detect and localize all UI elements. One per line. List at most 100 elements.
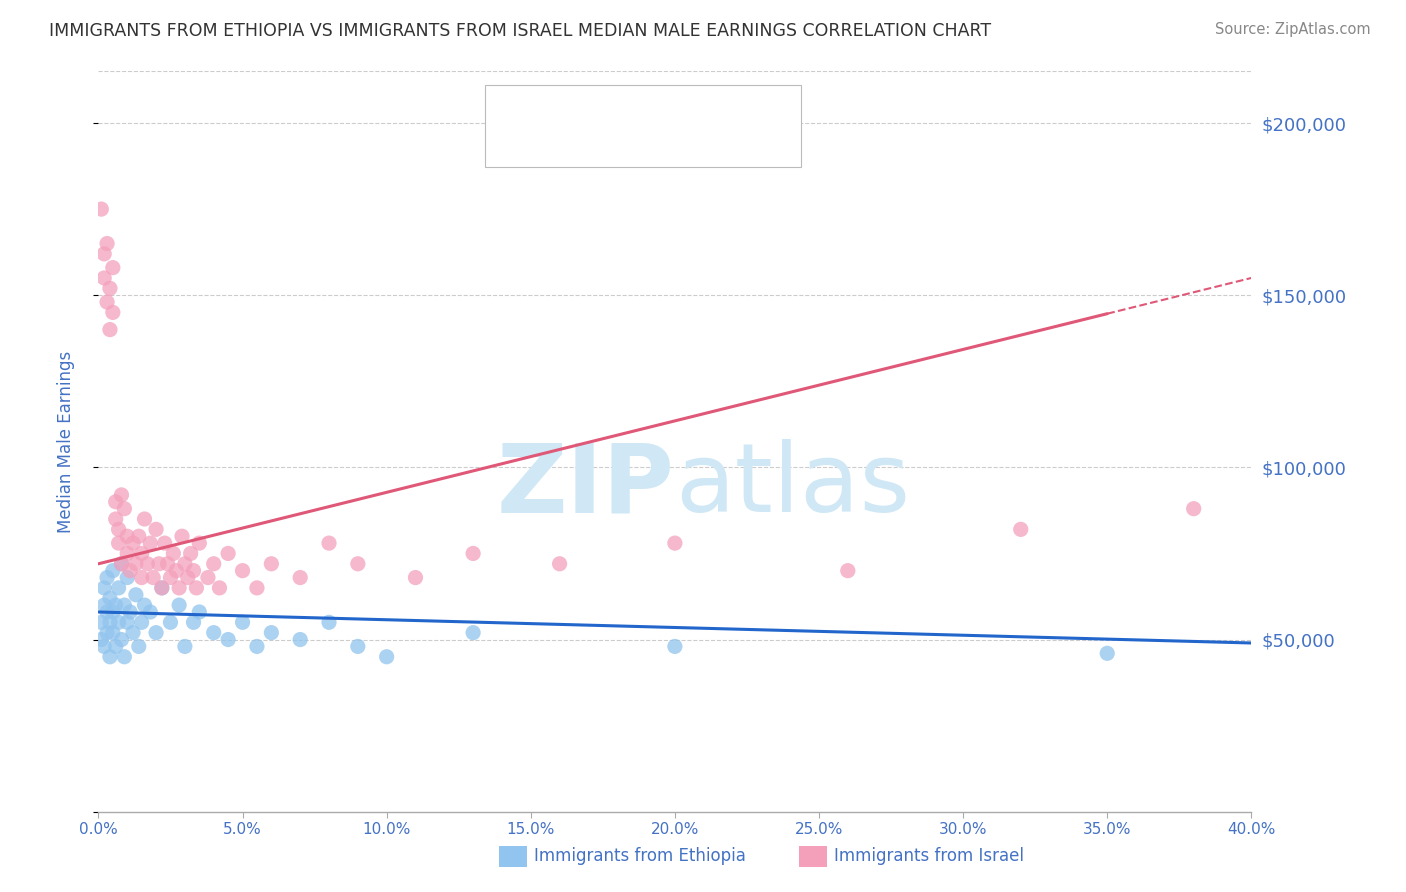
Point	[98, 323, 121, 337]
Point	[290, 632, 312, 647]
Point	[112, 598, 135, 612]
Point	[110, 557, 132, 571]
Point	[153, 536, 176, 550]
Text: 50: 50	[721, 91, 747, 109]
Point	[208, 581, 231, 595]
Point	[246, 640, 269, 654]
Point	[131, 546, 153, 560]
Point	[260, 625, 283, 640]
Point	[202, 625, 225, 640]
Point	[134, 598, 156, 612]
Point	[136, 557, 159, 571]
Text: IMMIGRANTS FROM ETHIOPIA VS IMMIGRANTS FROM ISRAEL MEDIAN MALE EARNINGS CORRELAT: IMMIGRANTS FROM ETHIOPIA VS IMMIGRANTS F…	[49, 22, 991, 40]
Point	[162, 546, 184, 560]
Point	[110, 557, 132, 571]
Text: Source: ZipAtlas.com: Source: ZipAtlas.com	[1215, 22, 1371, 37]
Point	[96, 236, 118, 251]
Point	[98, 615, 121, 630]
Point	[122, 625, 145, 640]
Point	[101, 260, 124, 275]
Point	[1010, 522, 1032, 536]
Point	[104, 512, 127, 526]
Point	[125, 557, 148, 571]
Point	[318, 615, 340, 630]
Point	[177, 570, 200, 584]
Text: Immigrants from Ethiopia: Immigrants from Ethiopia	[534, 847, 747, 865]
Point	[107, 615, 129, 630]
Point	[96, 570, 118, 584]
Point	[202, 557, 225, 571]
Text: 61: 61	[721, 125, 747, 143]
Point	[101, 625, 124, 640]
Point	[186, 581, 208, 595]
Point	[150, 581, 173, 595]
Y-axis label: Median Male Earnings: Median Male Earnings	[56, 351, 75, 533]
Point	[96, 605, 118, 619]
Point	[461, 546, 484, 560]
Point	[101, 605, 124, 619]
Point	[98, 281, 121, 295]
Point	[231, 564, 254, 578]
Point	[122, 536, 145, 550]
Point	[231, 615, 254, 630]
Point	[120, 564, 142, 578]
Point	[117, 570, 139, 584]
Point	[180, 546, 202, 560]
Point	[117, 529, 139, 543]
Point	[145, 522, 167, 536]
Point	[142, 570, 165, 584]
Text: atlas: atlas	[675, 440, 910, 533]
Point	[107, 522, 129, 536]
Point	[170, 529, 193, 543]
Point	[174, 640, 197, 654]
Point	[93, 598, 115, 612]
Point	[104, 598, 127, 612]
Point	[134, 512, 156, 526]
Point	[217, 632, 239, 647]
Point	[131, 570, 153, 584]
Point	[90, 202, 112, 216]
Point	[110, 488, 132, 502]
Point	[159, 570, 181, 584]
Point	[837, 564, 859, 578]
Point	[405, 570, 427, 584]
Point	[90, 615, 112, 630]
Point	[128, 640, 150, 654]
Point	[188, 536, 211, 550]
Point	[318, 536, 340, 550]
Point	[96, 295, 118, 310]
Text: Immigrants from Israel: Immigrants from Israel	[834, 847, 1024, 865]
Point	[96, 625, 118, 640]
Point	[98, 591, 121, 606]
Point	[104, 495, 127, 509]
Point	[93, 271, 115, 285]
Point	[156, 557, 179, 571]
Point	[197, 570, 219, 584]
Point	[183, 615, 205, 630]
Point	[461, 625, 484, 640]
Point	[112, 501, 135, 516]
Point	[375, 649, 398, 664]
Text: -0.105: -0.105	[583, 91, 648, 109]
Point	[128, 529, 150, 543]
Point	[159, 615, 181, 630]
Point	[290, 570, 312, 584]
Point	[217, 546, 239, 560]
Text: N =: N =	[676, 125, 716, 143]
Point	[548, 557, 571, 571]
Point	[1182, 501, 1205, 516]
Point	[120, 605, 142, 619]
Point	[188, 605, 211, 619]
Point	[167, 598, 190, 612]
Point	[148, 557, 170, 571]
Point	[167, 581, 190, 595]
Point	[246, 581, 269, 595]
Point	[110, 632, 132, 647]
Point	[101, 305, 124, 319]
Point	[117, 615, 139, 630]
Point	[98, 649, 121, 664]
Point	[346, 557, 368, 571]
Point	[664, 536, 686, 550]
Point	[139, 536, 162, 550]
Point	[183, 564, 205, 578]
